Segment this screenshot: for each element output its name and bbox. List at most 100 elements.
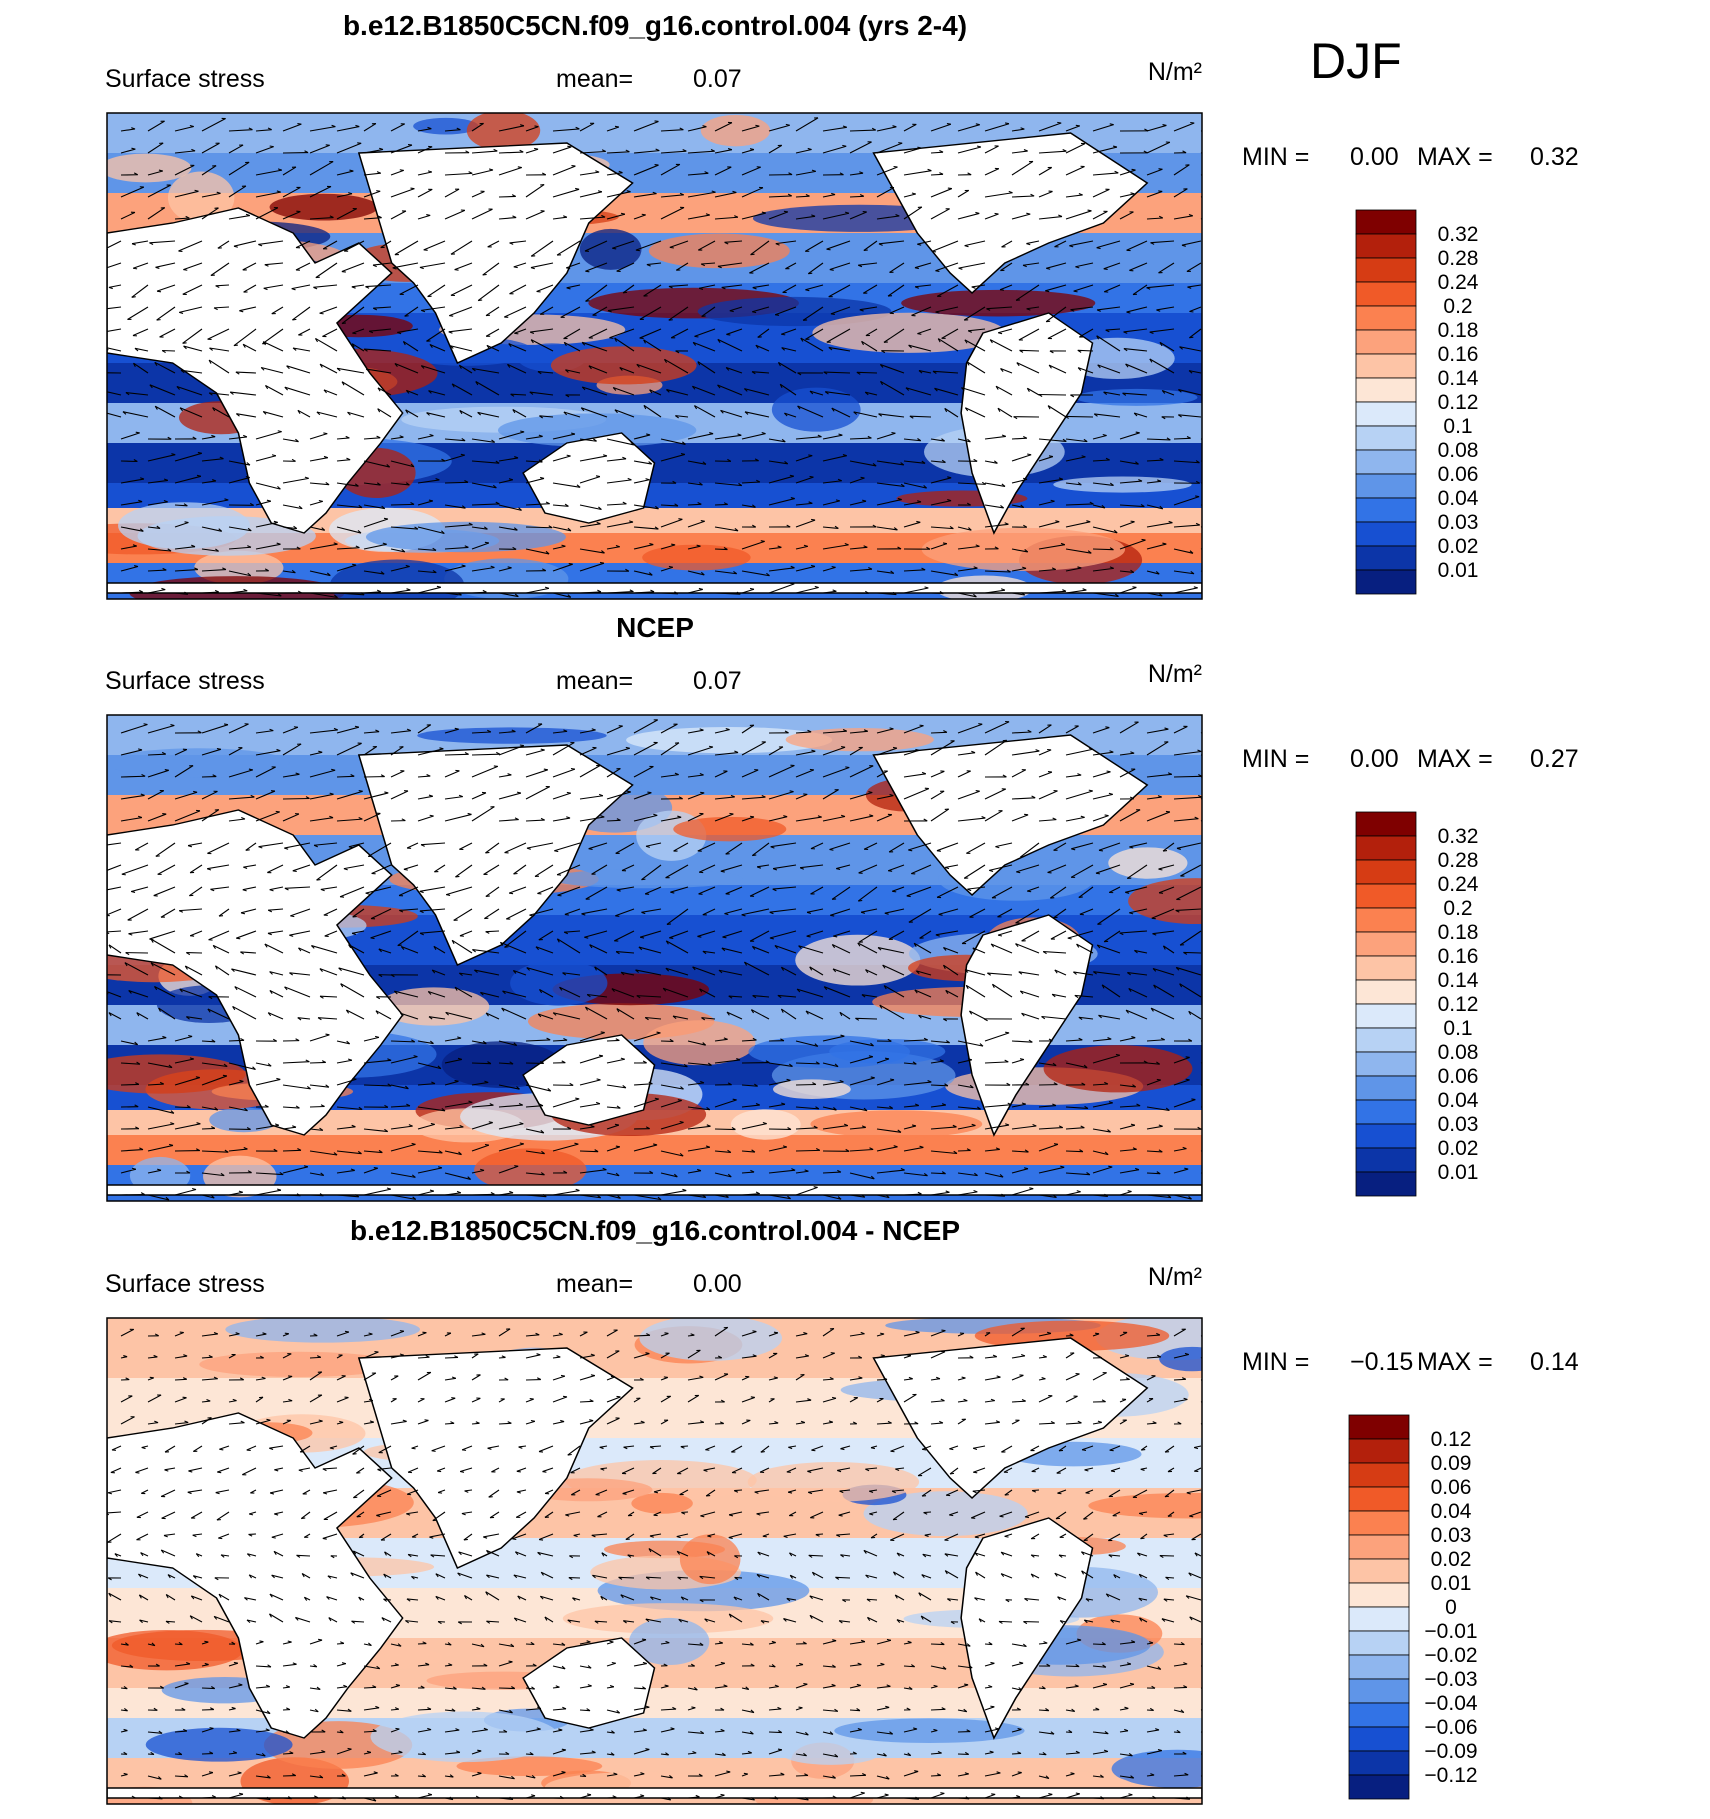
- vector-head: [749, 148, 755, 151]
- vector-head: [539, 989, 543, 994]
- vector-arrow: [336, 1078, 357, 1086]
- vector-arrow: [444, 796, 463, 800]
- vector-head: [530, 267, 535, 270]
- vector-head: [861, 1125, 867, 1128]
- vector-head: [216, 191, 221, 194]
- vector-arrow: [336, 1194, 359, 1198]
- vector-head: [435, 1573, 439, 1578]
- vector-head: [601, 550, 605, 554]
- vector-arrow: [633, 1083, 653, 1086]
- vector-arrow: [435, 1595, 446, 1601]
- vector-head: [900, 483, 905, 487]
- vector-head: [233, 245, 238, 248]
- vector-arrow: [351, 930, 365, 934]
- vector-head: [425, 1355, 430, 1358]
- vector-arrow: [454, 986, 473, 998]
- vector-head: [1218, 1039, 1222, 1041]
- vector-arrow: [471, 1374, 481, 1381]
- vector-arrow: [228, 129, 253, 132]
- vector-arrow: [336, 775, 355, 778]
- vector-arrow: [309, 1420, 323, 1425]
- vector-arrow: [309, 1356, 321, 1359]
- vector-arrow: [133, 362, 149, 374]
- vector-head: [193, 790, 198, 793]
- vector-arrow: [1119, 193, 1135, 198]
- vector-arrow: [1092, 1194, 1108, 1198]
- vector-head: [893, 527, 898, 531]
- vector-head: [814, 1043, 819, 1047]
- vector-arrow: [539, 306, 554, 315]
- vector-arrow: [1146, 480, 1162, 484]
- vector-arrow: [390, 790, 409, 800]
- vector-arrow: [643, 339, 662, 352]
- vector-head: [1098, 1014, 1102, 1019]
- vector-arrow: [840, 1554, 851, 1557]
- vector-arrow: [282, 438, 299, 443]
- vector-arrow: [390, 169, 404, 176]
- vector-head: [140, 1552, 144, 1557]
- vector-arrow: [795, 1422, 805, 1425]
- vector-arrow: [760, 1445, 770, 1453]
- vector-arrow: [419, 886, 446, 892]
- colorbar-swatch: [1355, 1147, 1417, 1173]
- vector-head: [406, 1513, 411, 1516]
- vector-arrow: [128, 930, 149, 935]
- vector-head: [233, 344, 238, 347]
- vector-head: [697, 361, 701, 366]
- vector-arrow: [363, 482, 381, 486]
- vector-arrow: [417, 1040, 434, 1045]
- vector-head: [463, 1538, 468, 1541]
- vector-arrow: [909, 415, 932, 418]
- vector-head: [623, 1446, 628, 1450]
- vector-arrow: [295, 262, 311, 271]
- vector-arrow: [292, 864, 311, 872]
- vector-arrow: [1128, 987, 1148, 998]
- vector-head: [723, 502, 728, 505]
- vector-arrow: [795, 1374, 805, 1381]
- vector-head: [1083, 1518, 1088, 1520]
- vector-head: [311, 945, 315, 949]
- vector-arrow: [1081, 1570, 1094, 1579]
- field-patch: [107, 748, 290, 778]
- vector-head: [563, 729, 568, 732]
- vector-arrow: [1129, 262, 1148, 271]
- vector-head: [575, 1188, 580, 1192]
- vector-head: [316, 411, 321, 416]
- vector-arrow: [444, 454, 465, 462]
- vector-arrow: [444, 172, 473, 176]
- vector-head: [615, 1038, 620, 1041]
- vector-head: [620, 1057, 625, 1060]
- vector-head: [427, 170, 433, 173]
- vector-arrow: [903, 1146, 924, 1152]
- vector-head: [997, 407, 1001, 412]
- vector-arrow: [894, 1594, 905, 1601]
- vector-head: [831, 407, 835, 412]
- vector-arrow: [390, 770, 405, 778]
- vector-arrow: [879, 1004, 905, 1020]
- vector-head: [834, 525, 839, 529]
- vector-arrow: [606, 1172, 620, 1177]
- vector-arrow: [147, 769, 169, 778]
- vector-arrow: [271, 1574, 284, 1579]
- vector-head: [188, 1470, 193, 1473]
- colorbar-label: 0.12: [1438, 391, 1479, 414]
- colorbar-label: 0.28: [1438, 247, 1479, 270]
- colorbar-label: 0.24: [1438, 873, 1479, 896]
- vector-arrow: [752, 306, 770, 313]
- vector-head: [1131, 168, 1136, 171]
- vector-head: [752, 287, 757, 290]
- vector-head: [648, 1081, 653, 1085]
- vector-arrow: [1097, 944, 1121, 954]
- field-patch: [629, 1617, 710, 1666]
- vector-arrow: [406, 1511, 419, 1515]
- vector-arrow: [857, 886, 878, 902]
- vector-arrow: [1049, 886, 1067, 899]
- vector-arrow: [498, 819, 519, 822]
- vector-head: [585, 300, 590, 302]
- vector-arrow: [1024, 1511, 1040, 1518]
- vector-arrow: [498, 774, 512, 778]
- vector-arrow: [720, 864, 743, 872]
- vector-head: [760, 1451, 765, 1453]
- vector-arrow: [619, 366, 635, 374]
- vector-head: [809, 966, 813, 971]
